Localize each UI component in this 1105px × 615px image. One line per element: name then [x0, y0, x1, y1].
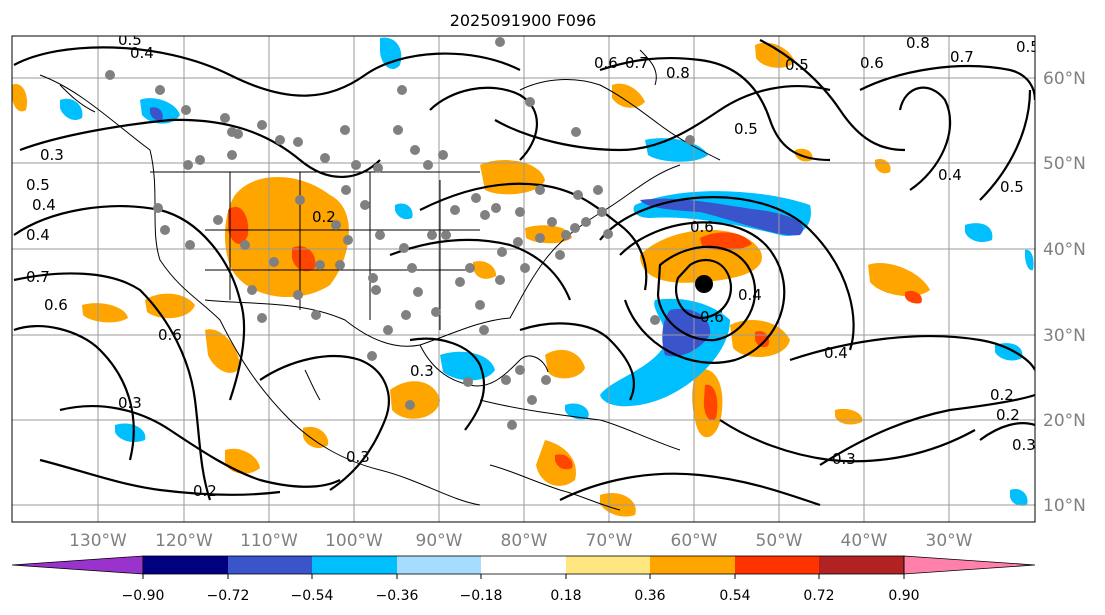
lon-label: 60°W [671, 531, 718, 551]
map-title: 2025091900 F096 [450, 11, 597, 30]
lat-lon-grid [12, 36, 1035, 522]
contour-label: 0.5 [1000, 178, 1024, 196]
map-frame [11, 35, 1036, 523]
contour-label: 0.7 [950, 48, 974, 66]
lon-label: 130°W [69, 531, 127, 551]
colorbar-tick-label: 0.72 [803, 588, 834, 604]
lat-label: 30°N [1043, 326, 1086, 346]
colorbar-tick-label: 0.90 [888, 588, 919, 604]
contour-label: 0.6 [594, 54, 618, 72]
colorbar-tick-label: 0.54 [719, 588, 750, 604]
map-area: 0.5 0.4 0.6 0.3 0.4 0.5 0.7 0.6 0.6 0.3 … [12, 31, 1040, 522]
contour-label: 0.3 [410, 362, 434, 380]
storm-center-marker [695, 275, 713, 293]
contour-label: 0.5 [118, 31, 142, 49]
colorbar-tick-label: −0.54 [291, 588, 334, 604]
colorbar-tick-label: 0.18 [550, 588, 581, 604]
lon-label: 100°W [325, 531, 383, 551]
contour-label: 0.7 [26, 268, 50, 286]
contour-label: 0.3 [832, 450, 856, 468]
colorbar-segment [397, 556, 481, 574]
contour-label: 0.2 [990, 386, 1014, 404]
lat-label: 10°N [1043, 496, 1086, 516]
lon-label: 40°W [841, 531, 888, 551]
lon-label: 80°W [501, 531, 548, 551]
colorbar-tick-labels: −0.90 −0.72 −0.54 −0.36 −0.18 0.18 0.36 … [122, 588, 920, 604]
colorbar-extend-high [903, 555, 1036, 575]
colorbar-segment [819, 556, 904, 574]
longitude-labels: 130°W 120°W 110°W 100°W 90°W 80°W 70°W 6… [69, 531, 973, 551]
red-shading [228, 206, 922, 470]
lon-label: 110°W [240, 531, 298, 551]
colorbar-segment [650, 556, 735, 574]
colorbar-outline [142, 555, 905, 575]
contour-label: 0.8 [666, 64, 690, 82]
lon-label: 90°W [416, 531, 463, 551]
contour-label: 0.6 [860, 54, 884, 72]
contour-label: 0.6 [690, 218, 714, 236]
lat-label: 60°N [1043, 69, 1086, 89]
colorbar-segment [312, 556, 397, 574]
contour-label: 0.4 [32, 196, 56, 214]
colorbar-tick-label: 0.36 [634, 588, 665, 604]
lon-label: 70°W [586, 531, 633, 551]
contour-label: 0.5 [26, 176, 50, 194]
contour-lines [13, 39, 1035, 507]
contour-label: 0.5 [734, 120, 758, 138]
lon-label: 120°W [155, 531, 213, 551]
contour-label: 0.2 [312, 208, 336, 226]
colorbar-tick-label: −0.90 [122, 588, 165, 604]
lat-label: 40°N [1043, 240, 1086, 260]
contour-label: 0.3 [346, 448, 370, 466]
contour-label: 0.7 [625, 54, 649, 72]
contour-label: 0.5 [1016, 38, 1040, 56]
colorbar-segment [566, 556, 650, 574]
contour-label: 0.4 [824, 344, 848, 362]
lon-label: 30°W [926, 531, 973, 551]
contour-label: 0.4 [130, 44, 154, 62]
contour-label: 0.6 [44, 296, 68, 314]
colorbar-segment [481, 556, 566, 574]
colorbar-segment [228, 556, 312, 574]
contour-label: 0.3 [40, 146, 64, 164]
lat-label: 50°N [1043, 154, 1086, 174]
contour-label: 0.2 [996, 406, 1020, 424]
contour-label: 0.6 [158, 326, 182, 344]
latitude-labels: 60°N 50°N 40°N 30°N 20°N 10°N [1043, 69, 1086, 516]
colorbar-tick-label: −0.18 [460, 588, 503, 604]
colorbar-segment [735, 556, 819, 574]
contour-label: 0.2 [193, 482, 217, 500]
blue-shading [150, 107, 804, 357]
colorbar-segment [143, 556, 228, 574]
contour-label: 0.3 [118, 394, 142, 412]
contour-label-group: 0.5 0.4 0.6 0.3 0.4 0.5 0.7 0.6 0.6 0.3 … [26, 31, 1040, 500]
contour-label: 0.4 [738, 286, 762, 304]
contour-label: 0.4 [938, 166, 962, 184]
contour-label: 0.3 [1012, 436, 1036, 454]
contour-label: 0.6 [700, 308, 724, 326]
contour-label: 0.4 [26, 226, 50, 244]
colorbar-tick-label: −0.36 [376, 588, 419, 604]
colorbar-extend-low [11, 555, 144, 575]
colorbar-tick-label: −0.72 [207, 588, 250, 604]
lat-label: 20°N [1043, 411, 1086, 431]
contour-label: 0.8 [906, 34, 930, 52]
station-dots [105, 37, 695, 430]
lon-label: 50°W [756, 531, 803, 551]
contour-label: 0.5 [785, 56, 809, 74]
colorbar [11, 555, 1036, 579]
